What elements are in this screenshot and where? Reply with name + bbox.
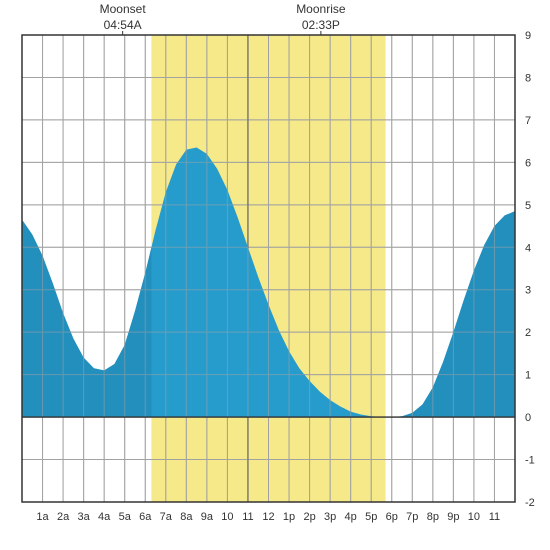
svg-text:2a: 2a bbox=[57, 511, 70, 523]
svg-text:1: 1 bbox=[525, 370, 531, 382]
svg-text:3a: 3a bbox=[78, 511, 91, 523]
svg-text:2: 2 bbox=[525, 327, 531, 339]
tide-chart: 1a2a3a4a5a6a7a8a9a1011121p2p3p4p5p6p7p8p… bbox=[0, 0, 550, 550]
svg-text:8p: 8p bbox=[427, 511, 439, 523]
svg-text:9: 9 bbox=[525, 30, 531, 42]
chart-svg: 1a2a3a4a5a6a7a8a9a1011121p2p3p4p5p6p7p8p… bbox=[0, 0, 550, 550]
svg-text:1p: 1p bbox=[283, 511, 295, 523]
svg-text:4: 4 bbox=[525, 242, 531, 254]
annotation-title: Moonset bbox=[83, 2, 163, 18]
svg-text:4a: 4a bbox=[98, 511, 111, 523]
svg-text:6p: 6p bbox=[386, 511, 398, 523]
svg-text:7p: 7p bbox=[406, 511, 418, 523]
svg-text:11: 11 bbox=[242, 511, 253, 523]
svg-text:12: 12 bbox=[262, 511, 274, 523]
svg-text:7: 7 bbox=[525, 115, 531, 127]
svg-text:8: 8 bbox=[525, 72, 531, 84]
svg-text:6a: 6a bbox=[139, 511, 152, 523]
svg-text:8a: 8a bbox=[180, 511, 193, 523]
svg-text:6: 6 bbox=[525, 157, 531, 169]
svg-text:9a: 9a bbox=[201, 511, 214, 523]
moonset-annotation: Moonset04:54A bbox=[83, 2, 163, 33]
svg-text:0: 0 bbox=[525, 412, 531, 424]
svg-text:3p: 3p bbox=[324, 511, 336, 523]
svg-text:-1: -1 bbox=[525, 455, 535, 467]
svg-text:3: 3 bbox=[525, 285, 531, 297]
svg-text:9p: 9p bbox=[447, 511, 459, 523]
svg-text:5: 5 bbox=[525, 200, 531, 212]
svg-text:1a: 1a bbox=[36, 511, 49, 523]
svg-text:4p: 4p bbox=[345, 511, 357, 523]
svg-text:5p: 5p bbox=[365, 511, 377, 523]
svg-text:11: 11 bbox=[489, 511, 500, 523]
annotation-time: 04:54A bbox=[83, 18, 163, 34]
svg-text:7a: 7a bbox=[160, 511, 173, 523]
svg-text:2p: 2p bbox=[303, 511, 315, 523]
moonrise-annotation: Moonrise02:33P bbox=[281, 2, 361, 33]
annotation-title: Moonrise bbox=[281, 2, 361, 18]
svg-text:5a: 5a bbox=[119, 511, 132, 523]
svg-text:10: 10 bbox=[468, 511, 480, 523]
annotation-time: 02:33P bbox=[281, 18, 361, 34]
svg-text:10: 10 bbox=[221, 511, 233, 523]
svg-text:-2: -2 bbox=[525, 497, 535, 509]
